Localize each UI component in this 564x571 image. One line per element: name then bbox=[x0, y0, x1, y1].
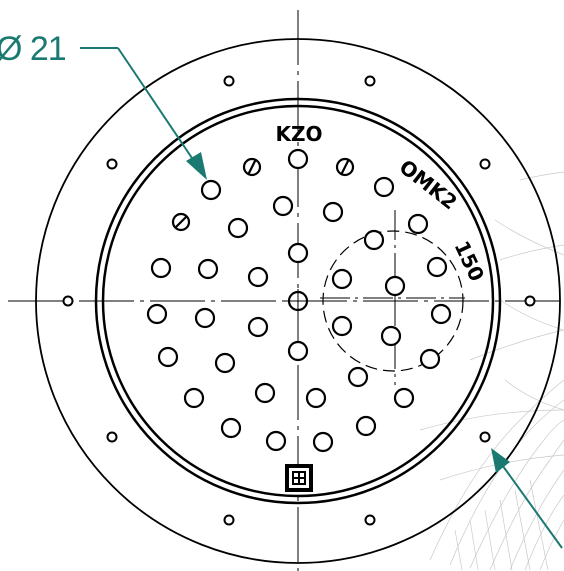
dashed-pitch-circle bbox=[322, 230, 464, 372]
leader-arrowhead-top bbox=[186, 152, 207, 180]
dimension-leader bbox=[80, 47, 197, 165]
flange-bolt-holes bbox=[62, 75, 536, 526]
engraving-kzo: KZO bbox=[275, 122, 322, 146]
engraving-omk2: OMK2 bbox=[395, 155, 462, 215]
perforation-holes bbox=[146, 148, 452, 453]
leader-arrowhead-bottom bbox=[491, 448, 510, 473]
mesh-wireframe bbox=[419, 171, 564, 571]
square-grid-marker-icon bbox=[285, 464, 313, 492]
engraving-150: 150 bbox=[450, 237, 489, 285]
center-crosshair bbox=[286, 289, 310, 313]
leader-lower bbox=[499, 461, 563, 549]
marked-holes bbox=[171, 157, 355, 232]
dimension-label: Ø 21 bbox=[0, 30, 66, 68]
